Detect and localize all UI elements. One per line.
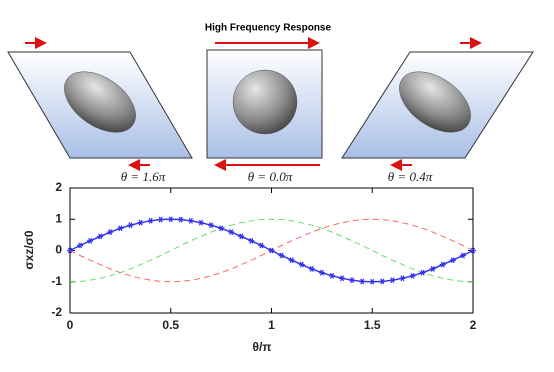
star-marker bbox=[97, 233, 104, 240]
star-marker bbox=[288, 257, 295, 264]
star-marker bbox=[470, 247, 476, 254]
star-marker bbox=[187, 217, 194, 224]
star-marker bbox=[399, 275, 406, 282]
star-marker bbox=[258, 242, 265, 249]
star-marker bbox=[298, 261, 305, 268]
star-marker bbox=[248, 237, 255, 244]
annotation: θ = 0.4π bbox=[388, 169, 433, 184]
star-marker bbox=[439, 261, 446, 268]
star-marker bbox=[87, 237, 94, 244]
star-marker bbox=[318, 269, 325, 276]
star-marker bbox=[147, 217, 154, 224]
y-tick-label: -1 bbox=[51, 274, 62, 288]
star-marker bbox=[409, 272, 416, 279]
chart-title: High Frequency Response bbox=[205, 23, 332, 34]
y-tick-label: -2 bbox=[51, 305, 62, 319]
x-tick-label: 1.5 bbox=[364, 318, 381, 332]
sphere bbox=[232, 69, 298, 135]
y-tick-label: 1 bbox=[55, 211, 62, 225]
x-axis-label: θ/π bbox=[252, 340, 271, 354]
series-line bbox=[69, 218, 474, 283]
star-marker bbox=[359, 278, 366, 285]
star-marker bbox=[228, 229, 235, 235]
annotation: θ = 1.6π bbox=[121, 169, 166, 184]
x-tick-label: 0 bbox=[67, 318, 74, 332]
star-marker bbox=[339, 275, 346, 282]
annotation: θ = 0.0π bbox=[248, 169, 293, 184]
star-marker bbox=[379, 278, 386, 285]
star-marker bbox=[77, 242, 84, 249]
star-marker bbox=[278, 252, 285, 259]
y-tick-label: 2 bbox=[55, 180, 62, 194]
star-marker bbox=[369, 278, 376, 285]
x-tick-label: 1 bbox=[268, 318, 275, 332]
x-tick-label: 2 bbox=[470, 318, 477, 332]
star-marker bbox=[449, 257, 456, 264]
star-marker bbox=[208, 222, 215, 229]
star-marker bbox=[107, 229, 114, 235]
y-axis-label: σxz/σ0 bbox=[22, 230, 36, 269]
x-tick-label: 0.5 bbox=[162, 318, 179, 332]
star-marker bbox=[419, 269, 426, 276]
star-marker bbox=[157, 216, 164, 223]
star-marker bbox=[127, 222, 134, 229]
illustrations: High Frequency Response θ = 1.6π θ = 0.0… bbox=[7, 23, 534, 184]
star-marker bbox=[197, 219, 204, 226]
star-marker bbox=[328, 272, 335, 279]
star-marker bbox=[137, 219, 144, 226]
star-marker bbox=[67, 247, 73, 254]
star-marker bbox=[238, 233, 245, 240]
star-marker bbox=[308, 266, 315, 272]
star-marker bbox=[389, 277, 396, 284]
ellipsoid bbox=[399, 71, 471, 133]
star-marker bbox=[177, 216, 184, 223]
star-marker bbox=[167, 216, 174, 223]
star-marker bbox=[268, 247, 275, 254]
star-marker bbox=[349, 277, 356, 284]
ellipsoid bbox=[64, 71, 136, 133]
y-tick-label: 0 bbox=[55, 243, 62, 257]
star-marker bbox=[117, 225, 124, 232]
star-marker bbox=[218, 225, 225, 232]
star-marker bbox=[429, 266, 436, 272]
star-marker bbox=[459, 252, 466, 259]
